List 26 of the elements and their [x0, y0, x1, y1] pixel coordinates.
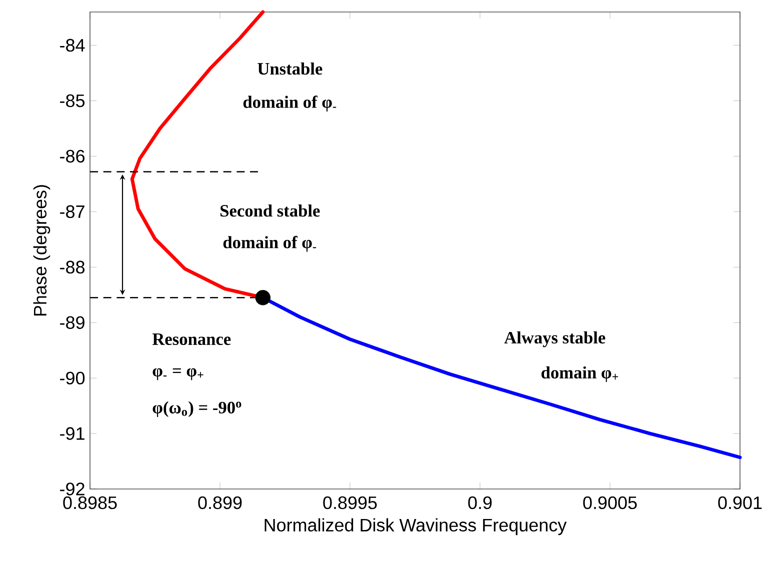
y-tick-label: -90: [60, 372, 85, 384]
annotation: Always stable: [504, 331, 606, 348]
x-tick-label: 0.901: [718, 496, 762, 510]
y-tick-label: -85: [60, 94, 85, 108]
annotation: domain of φ$_{-}$: [243, 96, 336, 112]
y-axis-title: Phase (degrees): [33, 185, 50, 316]
x-tick-label: 0.9: [468, 496, 492, 510]
y-tick-label: -89: [60, 316, 84, 329]
x-axis-title: Normalized Disk Waviness Frequency: [264, 518, 567, 536]
annotation: Unstable: [258, 62, 322, 75]
x-tick-label: 0.899: [198, 496, 242, 510]
y-tick-label: -84: [60, 38, 85, 52]
annotation: Second stable: [220, 204, 320, 217]
y-tick-label: -86: [60, 150, 84, 163]
y-tick-label: -91: [60, 427, 84, 440]
y-tick-label: -88: [60, 260, 84, 274]
x-tick-label: 0.8995: [323, 496, 377, 510]
annotation: domain φ$_{+}$: [542, 366, 618, 382]
annotation: φ(ω$_{o}$) = -90$^{o}$: [152, 401, 242, 417]
annotation: domain of φ$_{-}$: [223, 236, 316, 252]
x-tick-label: 0.9005: [583, 496, 637, 510]
annotation: Resonance: [152, 333, 231, 346]
annotation: φ$_{-}$ = φ$_{+}$: [152, 368, 204, 380]
x-tick-label: 0.8985: [63, 496, 117, 510]
y-tick-label: -87: [60, 205, 84, 218]
y-tick-label: -92: [60, 482, 84, 496]
